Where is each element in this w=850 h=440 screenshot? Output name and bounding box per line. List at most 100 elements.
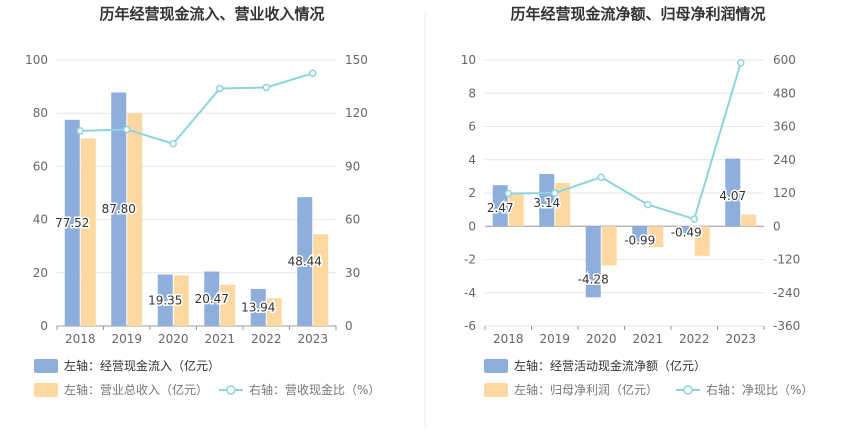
y-left-tick-label: 4 bbox=[468, 153, 476, 167]
ratio-point bbox=[309, 69, 317, 78]
legend-line-marker bbox=[226, 385, 236, 395]
legend-label: 右轴：净现比（%） bbox=[706, 382, 813, 397]
y-left-tick-label: 40 bbox=[33, 213, 48, 227]
legend-swatch bbox=[34, 383, 58, 397]
bar-secondary bbox=[508, 193, 524, 227]
x-tick-label: 2018 bbox=[65, 332, 96, 346]
bar-data-label: 48.44 bbox=[288, 255, 322, 269]
bar-secondary bbox=[648, 226, 664, 248]
bar-primary bbox=[539, 174, 555, 227]
bar-primary bbox=[585, 226, 601, 298]
x-tick-label: 2022 bbox=[679, 332, 710, 346]
bar-primary bbox=[250, 288, 266, 326]
y-left-tick-label: 20 bbox=[33, 266, 48, 280]
bar-primary bbox=[157, 274, 173, 326]
y-left-tick-label: -2 bbox=[464, 253, 476, 267]
bar-secondary bbox=[741, 214, 757, 227]
y-right-tick-label: 0 bbox=[773, 219, 781, 233]
y-left-tick-label: 8 bbox=[468, 86, 476, 100]
legend-label: 左轴：归母净利润（亿元） bbox=[514, 382, 658, 397]
bar-data-label: 3.14 bbox=[533, 196, 560, 210]
bar-secondary bbox=[127, 113, 143, 326]
y-left-tick-label: 100 bbox=[25, 53, 48, 67]
y-left-tick-label: 60 bbox=[33, 159, 48, 173]
bar-data-label: 20.47 bbox=[195, 292, 229, 306]
legend-swatch bbox=[484, 359, 508, 373]
bar-secondary bbox=[173, 275, 189, 326]
bar-primary bbox=[111, 92, 127, 327]
chart-title: 历年经营现金流净额、归母净利润情况 bbox=[510, 5, 765, 23]
x-tick-label: 2022 bbox=[251, 332, 282, 346]
y-right-tick-label: -120 bbox=[773, 253, 800, 267]
legend-label: 左轴：经营现金流入（亿元） bbox=[64, 358, 220, 373]
legend-label: 左轴：经营活动现金流净额（亿元） bbox=[514, 358, 706, 373]
bar-secondary bbox=[601, 226, 617, 266]
y-left-tick-label: 0 bbox=[40, 319, 48, 333]
y-left-tick-label: -6 bbox=[464, 319, 476, 333]
ratio-point bbox=[76, 127, 84, 135]
ratio-point bbox=[644, 200, 652, 209]
legend-line-marker bbox=[683, 385, 693, 395]
bar-primary bbox=[297, 197, 313, 326]
x-tick-label: 2023 bbox=[297, 332, 328, 346]
bar-data-label: 87.80 bbox=[102, 202, 136, 216]
bar-data-label: 2.47 bbox=[487, 201, 514, 215]
bar-primary bbox=[725, 158, 741, 227]
bar-data-label: -0.99 bbox=[624, 234, 655, 248]
ratio-point bbox=[216, 84, 224, 93]
legend-label: 左轴：营业总收入（亿元） bbox=[64, 382, 208, 397]
ratio-line bbox=[80, 72, 314, 145]
y-right-tick-label: -360 bbox=[773, 319, 800, 333]
y-right-tick-label: 30 bbox=[345, 266, 360, 280]
bar-data-label: 19.35 bbox=[148, 293, 182, 307]
y-right-tick-label: 360 bbox=[773, 120, 796, 134]
x-tick-label: 2021 bbox=[204, 332, 235, 346]
x-tick-label: 2020 bbox=[158, 332, 189, 346]
y-left-tick-label: 80 bbox=[33, 106, 48, 120]
y-right-tick-label: -240 bbox=[773, 286, 800, 300]
y-left-tick-label: 10 bbox=[461, 53, 476, 67]
ratio-line bbox=[508, 62, 742, 221]
ratio-point bbox=[597, 173, 605, 181]
bar-primary bbox=[492, 185, 508, 227]
ratio-point bbox=[169, 139, 177, 148]
bar-secondary bbox=[266, 298, 282, 326]
y-left-tick-label: 2 bbox=[468, 186, 476, 200]
y-left-tick-label: -4 bbox=[464, 286, 476, 300]
y-right-tick-label: 60 bbox=[345, 213, 360, 227]
y-right-tick-label: 120 bbox=[345, 106, 368, 120]
y-right-tick-label: 120 bbox=[773, 186, 796, 200]
bar-data-label: 77.52 bbox=[55, 216, 89, 230]
bar-primary bbox=[678, 226, 694, 235]
x-tick-label: 2019 bbox=[539, 332, 570, 346]
ratio-point bbox=[737, 59, 745, 67]
y-right-tick-label: 150 bbox=[345, 53, 368, 67]
bar-primary bbox=[204, 271, 220, 326]
ratio-point bbox=[551, 189, 559, 197]
bar-secondary bbox=[313, 234, 329, 326]
x-tick-label: 2021 bbox=[632, 332, 663, 346]
x-tick-label: 2019 bbox=[111, 332, 142, 346]
y-right-tick-label: 240 bbox=[773, 153, 796, 167]
bar-data-label: 13.94 bbox=[241, 300, 275, 314]
x-tick-label: 2018 bbox=[493, 332, 524, 346]
y-right-tick-label: 0 bbox=[345, 319, 353, 333]
bar-data-label: 4.07 bbox=[719, 189, 746, 203]
bar-primary bbox=[632, 226, 648, 243]
legend-label: 右轴：营收现金比（%） bbox=[249, 382, 380, 397]
x-tick-label: 2020 bbox=[586, 332, 617, 346]
chart-title: 历年经营现金流入、营业收入情况 bbox=[99, 5, 324, 23]
bar-secondary bbox=[555, 183, 571, 227]
y-right-tick-label: 480 bbox=[773, 86, 796, 100]
ratio-point bbox=[123, 125, 131, 134]
ratio-point bbox=[262, 83, 270, 92]
y-left-tick-label: 6 bbox=[468, 120, 476, 134]
y-right-tick-label: 90 bbox=[345, 159, 360, 173]
chart-2: 历年经营现金流净额、归母净利润情况 -6 -4 -2 0 2 4 6 8 10 -360 -240 -1… bbox=[461, 5, 813, 397]
y-left-tick-label: 0 bbox=[468, 219, 476, 233]
ratio-point bbox=[690, 215, 698, 223]
bar-secondary bbox=[220, 284, 236, 326]
bar-secondary bbox=[694, 226, 710, 256]
